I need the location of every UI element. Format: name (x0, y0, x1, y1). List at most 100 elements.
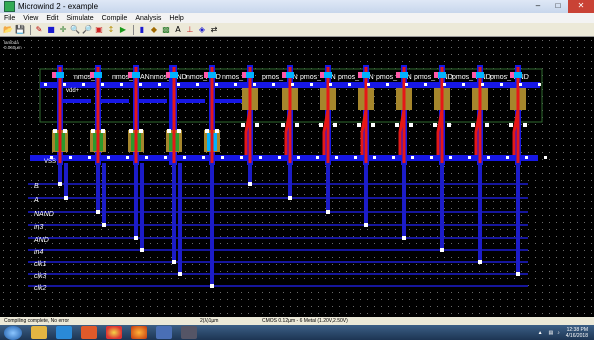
ie-browser-icon[interactable] (56, 326, 72, 339)
tray-arrow-icon[interactable]: ▲ (537, 329, 543, 336)
palette-icon[interactable]: ▩ (162, 24, 170, 34)
menu-bar: File View Edit Simulate Compile Analysis… (0, 13, 594, 23)
signal-drop (478, 163, 482, 263)
move-icon[interactable]: ✛ (59, 24, 67, 34)
rail-contact (69, 156, 72, 159)
draw-icon[interactable]: ✎ (35, 24, 43, 34)
zoom-out-icon[interactable]: 🔎 (82, 24, 92, 34)
poly-bend (360, 109, 368, 155)
zoom-fit-icon[interactable]: ▣ (95, 24, 103, 34)
rail-contact (164, 156, 167, 159)
volume-icon[interactable]: ♪ (557, 329, 560, 336)
box-icon[interactable]: ■ (47, 24, 55, 34)
rail-contact (126, 156, 129, 159)
contact (433, 123, 437, 127)
rail-contact (145, 156, 148, 159)
start-button[interactable] (4, 325, 22, 340)
signal-drop (102, 163, 106, 226)
contact (409, 123, 413, 127)
contact (333, 123, 337, 127)
rail-contact (424, 83, 427, 86)
window-controls: – □ ✕ (528, 0, 594, 13)
3d-view-icon[interactable]: ◆ (150, 24, 158, 34)
contact (295, 123, 299, 127)
signal-label-b: B (34, 183, 39, 190)
signal-bus (28, 237, 528, 239)
signal-drop (440, 163, 444, 251)
notes-app-icon[interactable] (156, 326, 172, 339)
rail-contact (291, 83, 294, 86)
signal-contact (102, 223, 106, 227)
rail-contact (544, 156, 547, 159)
navigate-icon[interactable]: ◈ (198, 24, 206, 34)
text-icon[interactable]: A (175, 24, 181, 34)
contact (371, 123, 375, 127)
signal-drop (172, 163, 176, 263)
layout-canvas[interactable]: lambda 0.060µm vdd+ VSS nmos_ nmos_ AN n… (0, 37, 594, 317)
signal-contact (402, 236, 406, 240)
stretch-icon[interactable]: ↕ (107, 24, 115, 34)
via-pink (396, 72, 400, 78)
clock[interactable]: 12:38 PM 4/16/2018 (566, 327, 588, 339)
vss-label: VSS (44, 159, 56, 165)
signal-drop (134, 163, 138, 239)
label-nmos: nmos_ (222, 74, 243, 81)
contact (471, 123, 475, 127)
network-icon[interactable]: ▤ (548, 329, 554, 336)
via (170, 72, 178, 78)
label-nmos: nmos_ (186, 74, 207, 81)
menu-edit[interactable]: Edit (46, 14, 59, 22)
media-player-icon[interactable] (81, 326, 97, 339)
lambda-label: lambda (4, 40, 19, 45)
signal-contact (248, 182, 252, 186)
rail-contact (392, 156, 395, 159)
rail-contact (253, 83, 256, 86)
label-nmos: nmos_ (150, 74, 171, 81)
open-icon[interactable]: 📂 (3, 24, 13, 34)
rail-contact (297, 156, 300, 159)
toolbar: 📂 💾 ✎ ■ ✛ 🔍 🔎 ▣ ↕ ▶ ▮ ◆ ▩ A ⊥ ◈ ⇄ (0, 23, 594, 37)
menu-help[interactable]: Help (169, 14, 184, 22)
menu-compile[interactable]: Compile (101, 14, 128, 22)
via (324, 72, 332, 78)
close-button[interactable]: ✕ (568, 0, 594, 13)
firefox-icon[interactable] (131, 326, 147, 339)
rail-contact (240, 156, 243, 159)
via-pink (128, 72, 132, 78)
signal-contact (210, 284, 214, 288)
zoom-in-icon[interactable]: 🔍 (70, 24, 80, 34)
save-icon[interactable]: 💾 (15, 24, 25, 34)
contact (447, 123, 451, 127)
layout-drawing[interactable]: vdd+ VSS nmos_ nmos_ AN nmos_ AND nmos_ … (0, 37, 594, 317)
rail-contact (487, 156, 490, 159)
signal-contact (96, 210, 100, 214)
signal-bus (28, 224, 528, 226)
process-info: CMOS 0.12µm - 6 Metal (1.20V,2.50V) (262, 318, 348, 324)
menu-simulate[interactable]: Simulate (66, 14, 94, 22)
file-explorer-icon[interactable] (31, 326, 47, 339)
scale-info: lambda 0.060µm (4, 40, 30, 50)
via-pink (90, 72, 94, 78)
run-simulation-icon[interactable]: ▶ (119, 24, 127, 34)
signal-drop (210, 163, 214, 287)
menu-file[interactable]: File (4, 14, 16, 22)
rail-contact (500, 83, 503, 86)
minimize-button[interactable]: – (535, 1, 541, 10)
rail-contact (449, 156, 452, 159)
signal-contact (440, 248, 444, 252)
menu-view[interactable]: View (23, 14, 39, 22)
chrome-icon[interactable] (106, 326, 122, 339)
arrows-icon[interactable]: ⇄ (210, 24, 218, 34)
mos-icon[interactable]: ▮ (139, 24, 145, 34)
vss-rail[interactable] (30, 155, 538, 161)
signal-drop (96, 163, 100, 213)
measure-icon[interactable]: ⊥ (186, 24, 194, 34)
microwind-task-icon[interactable] (181, 326, 197, 339)
signal-contact (64, 196, 68, 200)
contact (129, 129, 133, 133)
via (208, 72, 216, 78)
rail-contact (221, 156, 224, 159)
maximize-button[interactable]: □ (555, 1, 561, 10)
label-nmos: nmos_ (74, 74, 95, 81)
menu-analysis[interactable]: Analysis (135, 14, 162, 22)
